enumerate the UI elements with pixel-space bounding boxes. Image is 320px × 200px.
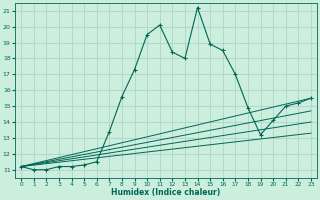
X-axis label: Humidex (Indice chaleur): Humidex (Indice chaleur) xyxy=(111,188,221,197)
